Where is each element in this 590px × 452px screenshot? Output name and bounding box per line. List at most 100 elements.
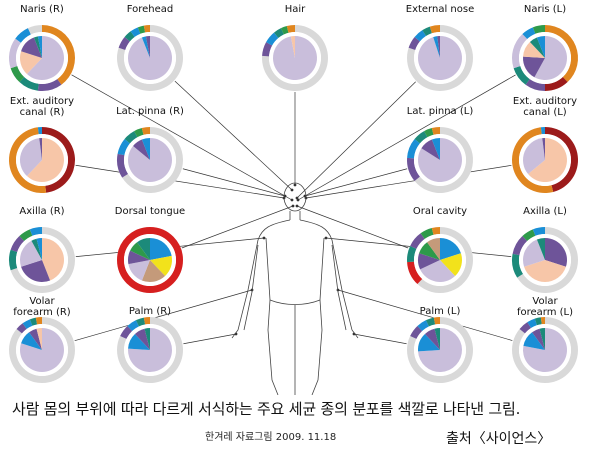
oral-cavity-outer-slice bbox=[420, 228, 434, 239]
dorsal-tongue-pie bbox=[117, 227, 183, 293]
forehead-outer-slice bbox=[118, 36, 130, 50]
naris-r-inner-slice bbox=[37, 36, 42, 58]
oral-cavity-inner-slice bbox=[419, 242, 440, 260]
naris-l-inner-slice bbox=[523, 41, 545, 58]
external-nose-label: External nose bbox=[406, 4, 475, 15]
naris-l-inner-slice bbox=[534, 36, 568, 81]
dorsal-tongue-inner-slice bbox=[137, 238, 150, 260]
ext-auditory-canal-r-inner-slice bbox=[20, 138, 42, 177]
volar-forearm-r-inner-slice bbox=[20, 328, 65, 372]
palm-r-outer-slice bbox=[135, 317, 146, 327]
source: 출처〈사이언스〉 bbox=[446, 431, 552, 447]
volar-forearm-r-outer-slice bbox=[22, 319, 33, 329]
lat-pinna-r-pie bbox=[116, 127, 183, 194]
naris-l-pie bbox=[511, 25, 579, 91]
palm-r-inner-slice bbox=[128, 333, 150, 350]
lat-pinna-l-outer-slice bbox=[414, 127, 474, 193]
naris-r-inner-slice bbox=[21, 37, 42, 58]
naris-l-outer-slice bbox=[545, 76, 568, 91]
dorsal-tongue-outer-slice bbox=[117, 227, 183, 293]
lat-pinna-l-outer-slice bbox=[431, 127, 440, 135]
naris-l-outer-slice bbox=[532, 25, 545, 34]
forehead-pie bbox=[117, 25, 183, 91]
palm-r-outer-slice bbox=[127, 320, 139, 332]
volar-forearm-l-pie bbox=[511, 317, 578, 384]
palm-r-inner-slice bbox=[134, 328, 150, 350]
naris-r-outer-slice bbox=[19, 76, 39, 91]
forehead-outer-slice bbox=[143, 25, 150, 33]
axilla-r-label: Axilla (R) bbox=[19, 206, 64, 217]
naris-l-inner-slice bbox=[529, 37, 545, 58]
palm-l-outer-slice bbox=[417, 320, 429, 332]
oral-cavity-inner-slice bbox=[418, 253, 440, 270]
palm-r-leader-line bbox=[183, 333, 237, 345]
oral-cavity-pie bbox=[407, 227, 473, 293]
palm-r-pie bbox=[117, 317, 183, 383]
volar-forearm-l-label: Volar forearm (L) bbox=[517, 296, 573, 318]
lat-pinna-r-inner-slice bbox=[141, 138, 150, 160]
external-nose-leader-line bbox=[296, 81, 416, 199]
volar-forearm-l-outer-slice bbox=[540, 317, 545, 325]
volar-forearm-l-inner-slice bbox=[523, 328, 568, 373]
lat-pinna-r-outer-slice bbox=[134, 128, 144, 138]
palm-l-leader-line bbox=[353, 333, 407, 345]
axilla-r-outer-slice bbox=[10, 235, 25, 252]
lat-pinna-r-label: Lat. pinna (R) bbox=[116, 106, 184, 117]
naris-r-label: Naris (R) bbox=[20, 4, 64, 15]
oral-cavity-outer-slice bbox=[407, 261, 423, 285]
ext-auditory-canal-l-inner-slice bbox=[542, 138, 545, 160]
ext-auditory-canal-l-pie bbox=[512, 127, 578, 193]
dorsal-tongue-label: Dorsal tongue bbox=[115, 206, 185, 217]
ext-auditory-canal-l-label: Ext. auditory canal (L) bbox=[513, 96, 577, 118]
axilla-l-outer-slice bbox=[512, 235, 528, 256]
hair-outer-slice bbox=[262, 42, 273, 57]
dorsal-tongue-inner-slice bbox=[128, 250, 150, 265]
ext-auditory-canal-l-inner-slice bbox=[523, 138, 545, 175]
pie-charts bbox=[8, 25, 579, 384]
lat-pinna-l-inner-slice bbox=[417, 138, 462, 182]
external-nose-inner-slice bbox=[433, 36, 440, 58]
ext-auditory-canal-l-leader-line bbox=[305, 164, 512, 199]
naris-r-outer-slice bbox=[37, 79, 62, 91]
lat-pinna-l-leader-line bbox=[304, 168, 408, 197]
volar-forearm-r-pie bbox=[8, 317, 75, 384]
palm-l-inner-slice bbox=[418, 328, 463, 372]
axilla-r-inner-slice bbox=[36, 238, 42, 260]
palm-l-label: Palm (L) bbox=[420, 306, 461, 317]
lat-pinna-l-label: Lat. pinna (L) bbox=[407, 106, 474, 117]
oral-cavity-inner-slice bbox=[440, 253, 462, 277]
site-labels: Naris (R) Forehead Hair External nose Naris … bbox=[10, 4, 577, 318]
ext-auditory-canal-l-inner-slice bbox=[528, 138, 567, 182]
credit: 한겨레 자료그림 2009. 11.18 bbox=[205, 432, 337, 443]
naris-l-label: Naris (L) bbox=[524, 4, 566, 15]
dorsal-tongue-inner-slice bbox=[141, 260, 166, 283]
lat-pinna-r-leader-line bbox=[182, 168, 286, 197]
external-nose-pie bbox=[407, 25, 473, 91]
palm-l-outer-slice bbox=[410, 325, 423, 339]
palm-l-inner-slice bbox=[424, 328, 440, 350]
forehead-outer-slice bbox=[137, 25, 146, 34]
hair-inner-slice bbox=[273, 36, 318, 81]
dorsal-tongue-leader-line bbox=[181, 205, 294, 249]
axilla-r-anchor-dot bbox=[262, 236, 266, 240]
oral-cavity-leader-line bbox=[296, 205, 409, 249]
axilla-l-inner-slice bbox=[524, 260, 566, 282]
axilla-l-inner-slice bbox=[523, 239, 545, 267]
lat-pinna-l-pie bbox=[407, 127, 474, 193]
axilla-l-outer-slice bbox=[532, 227, 545, 236]
axilla-r-inner-slice bbox=[31, 238, 42, 260]
volar-forearm-r-inner-slice bbox=[36, 328, 42, 350]
axilla-l-pie bbox=[512, 227, 579, 293]
naris-r-pie bbox=[9, 25, 75, 91]
palm-r-inner-slice bbox=[144, 328, 150, 350]
forehead-anchor-dot bbox=[290, 188, 294, 192]
axilla-l-label: Axilla (L) bbox=[523, 206, 567, 217]
palm-r-outer-slice bbox=[120, 325, 133, 339]
palm-l-pie bbox=[407, 317, 473, 383]
microbiome-diagram: Naris (R) Forehead Hair External nose Naris … bbox=[8, 4, 579, 395]
external-nose-outer-slice bbox=[414, 30, 427, 42]
palm-l-outer-slice bbox=[425, 317, 436, 327]
caption: 사람 몸의 부위에 따라 다르게 서식하는 주요 세균 종의 분포를 색깔로 나… bbox=[12, 400, 521, 418]
hair-outer-slice bbox=[273, 28, 284, 38]
hair-label: Hair bbox=[285, 4, 306, 15]
